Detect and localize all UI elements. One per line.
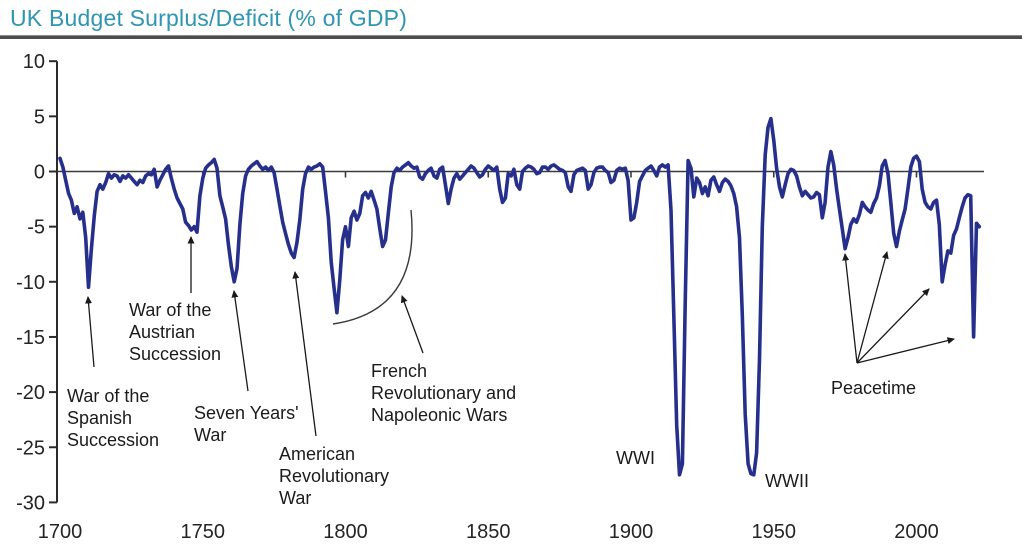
annotation-wwi: WWI — [616, 448, 655, 468]
annotation-war-of-spanish-succession: War of the Spanish Succession — [67, 386, 160, 450]
annotation-wwii: WWII — [765, 471, 809, 491]
y-tick-label: 5 — [34, 106, 45, 128]
x-axis-labels: 1700 1750 1800 1850 1900 1950 2000 — [38, 521, 939, 543]
arrow-french-napoleonic-wars — [400, 295, 424, 354]
annotation-american-revolutionary-war: American Revolutionary War — [279, 444, 390, 508]
y-tick-label: -10 — [16, 272, 45, 294]
napoleonic-wars-brace-arc — [332, 209, 413, 325]
y-tick-label: -15 — [16, 327, 45, 349]
arrow-seven-years-war — [231, 290, 249, 392]
arrow-peacetime-3 — [856, 288, 930, 364]
y-tick-label: -25 — [16, 437, 45, 459]
y-axis: 10 5 0 -5 -10 -15 -20 -25 -30 — [16, 51, 58, 514]
y-tick-label: -5 — [27, 217, 45, 239]
x-tick-label: 2000 — [894, 521, 939, 543]
annotation-seven-years-war: Seven Years' War — [194, 403, 299, 445]
y-tick-label: -30 — [16, 492, 45, 514]
chart-title: UK Budget Surplus/Deficit (% of GDP) — [10, 5, 408, 31]
y-tick-label: -20 — [16, 382, 45, 404]
x-tick-label: 1800 — [323, 521, 368, 543]
title-underline — [0, 35, 1022, 39]
x-tick-label: 1850 — [466, 521, 511, 543]
deficit-line — [58, 116, 982, 477]
y-tick-label: 0 — [34, 162, 45, 184]
arrow-peacetime-1 — [842, 253, 858, 364]
arrow-american-revolutionary-war — [292, 271, 317, 437]
arrow-peacetime-4 — [856, 337, 955, 364]
annotation-peacetime: Peacetime — [831, 378, 917, 398]
arrow-spanish-succession — [85, 296, 95, 368]
x-tick-label: 1700 — [38, 521, 83, 543]
annotation-french-napoleonic-wars: French Revolutionary and Napoleonic Wars — [371, 361, 517, 425]
x-tick-label: 1900 — [609, 521, 654, 543]
arrow-peacetime-2 — [856, 251, 889, 364]
annotation-war-of-austrian-succession: War of the Austrian Succession — [129, 300, 222, 364]
annotation-arrows — [85, 236, 955, 437]
y-tick-label: 10 — [23, 51, 45, 73]
x-tick-label: 1950 — [752, 521, 797, 543]
x-tick-label: 1750 — [181, 521, 226, 543]
